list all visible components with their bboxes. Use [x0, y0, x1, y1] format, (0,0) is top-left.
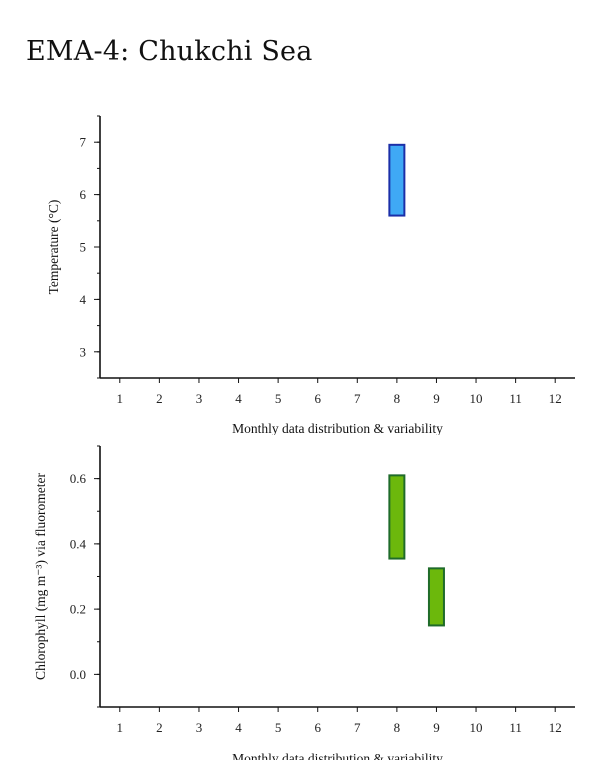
- x-tick-label: 3: [196, 720, 203, 735]
- x-tick-label: 9: [433, 391, 440, 406]
- range-bar-month-8: [388, 474, 406, 560]
- x-tick-label: 7: [354, 391, 361, 406]
- x-tick-label: 10: [470, 720, 483, 735]
- x-tick-label: 2: [156, 720, 163, 735]
- x-tick-label: 8: [394, 391, 401, 406]
- x-axis-label: Monthly data distribution & variability: [232, 751, 443, 760]
- y-tick-label: 0.0: [70, 667, 86, 682]
- x-tick-label: 12: [549, 391, 562, 406]
- x-tick-label: 2: [156, 391, 163, 406]
- y-tick-label: 4: [80, 292, 87, 307]
- x-tick-label: 6: [314, 720, 321, 735]
- x-tick-label: 4: [235, 720, 242, 735]
- y-tick-label: 6: [80, 187, 87, 202]
- x-tick-label: 9: [433, 720, 440, 735]
- x-tick-label: 1: [117, 720, 124, 735]
- x-tick-label: 3: [196, 391, 203, 406]
- y-tick-label: 5: [80, 240, 87, 255]
- y-axis-label: Temperature (°C): [46, 200, 61, 295]
- x-tick-label: 12: [549, 720, 562, 735]
- x-tick-label: 4: [235, 391, 242, 406]
- y-tick-label: 0.6: [70, 471, 87, 486]
- x-tick-label: 11: [509, 391, 522, 406]
- x-tick-label: 6: [314, 391, 321, 406]
- x-tick-label: 5: [275, 391, 282, 406]
- x-tick-label: 5: [275, 720, 282, 735]
- x-tick-label: 10: [470, 391, 483, 406]
- page-title: EMA-4: Chukchi Sea: [26, 36, 313, 67]
- y-axis-label: Chlorophyll (mg m⁻³) via fluorometer: [33, 473, 48, 680]
- x-tick-label: 1: [117, 391, 124, 406]
- x-axis-label: Monthly data distribution & variability: [232, 421, 443, 435]
- y-tick-label: 7: [80, 135, 87, 150]
- y-tick-label: 0.4: [70, 536, 87, 551]
- range-bar-month-9: [427, 567, 445, 627]
- x-tick-label: 7: [354, 720, 361, 735]
- x-tick-label: 8: [394, 720, 401, 735]
- y-tick-label: 3: [80, 344, 87, 359]
- x-tick-label: 11: [509, 720, 522, 735]
- range-bar-month-8: [388, 143, 406, 217]
- y-tick-label: 0.2: [70, 602, 86, 617]
